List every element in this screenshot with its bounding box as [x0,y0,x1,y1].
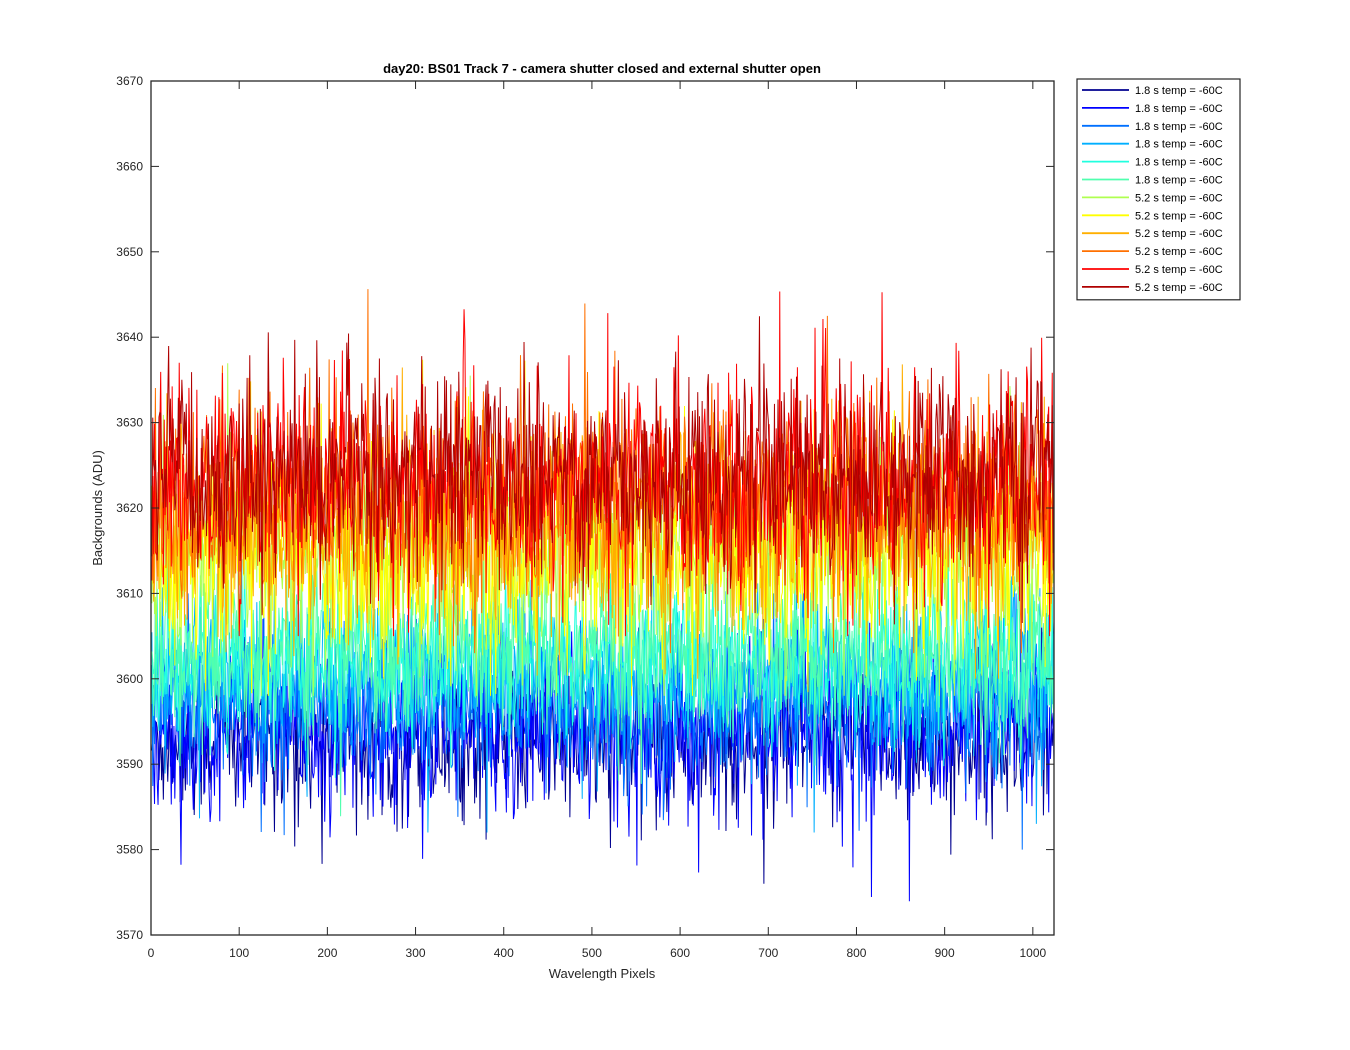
x-tick-label: 400 [494,946,514,960]
legend-label: 1.8 s temp = -60C [1135,175,1223,187]
x-tick-label: 200 [317,946,337,960]
y-tick-label: 3650 [116,245,143,259]
y-tick-label: 3590 [116,757,143,771]
y-tick-label: 3570 [116,928,143,942]
chart-title: day20: BS01 Track 7 - camera shutter clo… [383,61,821,76]
y-tick-label: 3620 [116,501,143,515]
series-line-6 [151,542,1055,817]
legend-label: 5.2 s temp = -60C [1135,210,1223,222]
legend: 1.8 s temp = -60C 1.8 s temp = -60C 1.8 s … [1076,78,1241,301]
x-tick-label: 0 [148,946,155,960]
legend-label: 1.8 s temp = -60C [1135,85,1223,97]
legend-label: 1.8 s temp = -60C [1135,157,1223,169]
x-tick-label: 300 [406,946,426,960]
y-tick-label: 3630 [116,416,143,430]
legend-box [1076,78,1241,301]
series-line-11 [151,291,1055,637]
x-tick-label: 1000 [1019,946,1046,960]
y-tick-label: 3610 [116,586,143,600]
plot-area [151,289,1055,902]
legend-label: 5.2 s temp = -60C [1135,264,1223,276]
x-axis-label: Wavelength Pixels [549,966,656,981]
series-line-12 [151,316,1055,625]
legend-label: 1.8 s temp = -60C [1135,121,1223,133]
x-tick-label: 800 [846,946,866,960]
y-tick-label: 3660 [116,159,143,173]
legend-label: 1.8 s temp = -60C [1135,103,1223,115]
y-tick-label: 3640 [116,330,143,344]
legend-label: 5.2 s temp = -60C [1135,192,1223,204]
x-tick-label: 500 [582,946,602,960]
y-tick-label: 3670 [116,74,143,88]
x-tick-label: 600 [670,946,690,960]
x-tick-label: 100 [229,946,249,960]
y-axis-label: Backgrounds (ADU) [90,450,105,566]
legend-label: 5.2 s temp = -60C [1135,282,1223,294]
y-tick-label: 3600 [116,672,143,686]
x-tick-label: 700 [758,946,778,960]
legend-label: 5.2 s temp = -60C [1135,246,1223,258]
y-tick-label: 3580 [116,843,143,857]
axis-ticks: 0 100 200 300 400 500 600 700 800 900 1000 3570 3580… [116,74,1054,960]
legend-label: 1.8 s temp = -60C [1135,139,1223,151]
x-tick-label: 900 [935,946,955,960]
legend-label: 5.2 s temp = -60C [1135,228,1223,240]
